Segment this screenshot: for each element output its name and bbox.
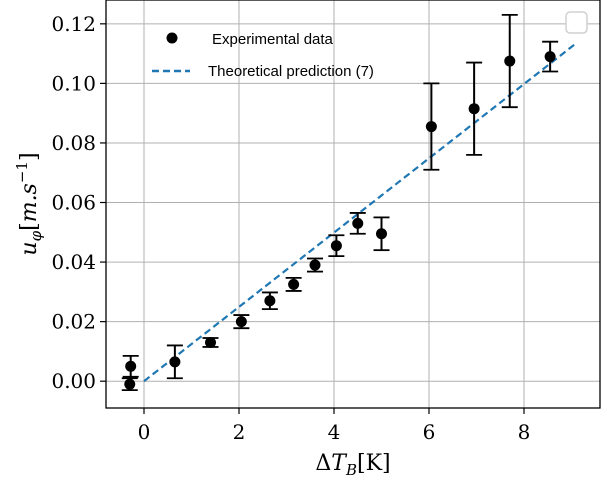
data-point [423, 82, 440, 171]
data-marker [352, 217, 364, 229]
x-tick-label: 0 [138, 420, 151, 444]
y-tick-label: 0.10 [51, 71, 96, 95]
grid-lines [106, 0, 600, 408]
y-tick-label: 0.02 [51, 310, 96, 334]
data-point [542, 40, 559, 73]
data-marker [309, 259, 321, 271]
data-point [373, 216, 390, 252]
data-marker [124, 378, 136, 390]
data-point [307, 257, 323, 273]
legend-marker-experimental [166, 32, 178, 44]
y-tick-label: 0.12 [51, 12, 96, 36]
x-axis: 0 2 4 6 8 [138, 408, 531, 444]
data-marker [169, 356, 181, 368]
data-point [233, 314, 250, 330]
data-point [122, 354, 139, 378]
data-marker [125, 360, 137, 372]
legend-label-experimental: Experimental data [212, 31, 334, 48]
y-tick-label: 0.00 [51, 369, 96, 393]
y-axis-title: uφ[m.s−1] [13, 152, 45, 255]
data-marker [330, 240, 342, 252]
y-tick-label: 0.04 [51, 250, 96, 274]
data-marker [205, 336, 216, 348]
data-point [121, 377, 138, 392]
x-tick-label: 4 [328, 420, 341, 444]
legend-label-theory: Theoretical prediction (7) [208, 63, 374, 80]
x-tick-label: 2 [233, 420, 246, 444]
x-tick-label: 6 [423, 420, 436, 444]
data-marker [288, 278, 300, 290]
legend-frame [565, 11, 588, 34]
data-point [285, 276, 302, 292]
plot-frame [105, 0, 601, 409]
data-point [466, 61, 483, 156]
y-axis: 0.00 0.02 0.04 0.06 0.08 0.10 0.12 [51, 12, 106, 393]
data-marker [376, 228, 387, 240]
data-point [349, 212, 366, 235]
data-marker [264, 295, 276, 307]
x-axis-title: ΔTB[K] [315, 451, 390, 479]
y-tick-label: 0.08 [51, 131, 96, 155]
data-marker [468, 103, 480, 115]
theory-line [143, 42, 577, 383]
y-tick-label: 0.06 [51, 191, 96, 215]
x-tick-label: 8 [518, 420, 531, 444]
data-marker [544, 51, 556, 63]
data-point [202, 336, 219, 348]
data-points-layer [121, 13, 559, 392]
data-marker [425, 121, 437, 133]
data-point [261, 291, 278, 311]
data-marker [235, 316, 247, 328]
data-point [501, 13, 518, 109]
data-point [166, 344, 183, 380]
legend: Experimental data Theoretical prediction… [152, 11, 588, 80]
data-marker [504, 55, 516, 67]
theory-line-layer [143, 42, 577, 383]
data-point [328, 234, 345, 258]
